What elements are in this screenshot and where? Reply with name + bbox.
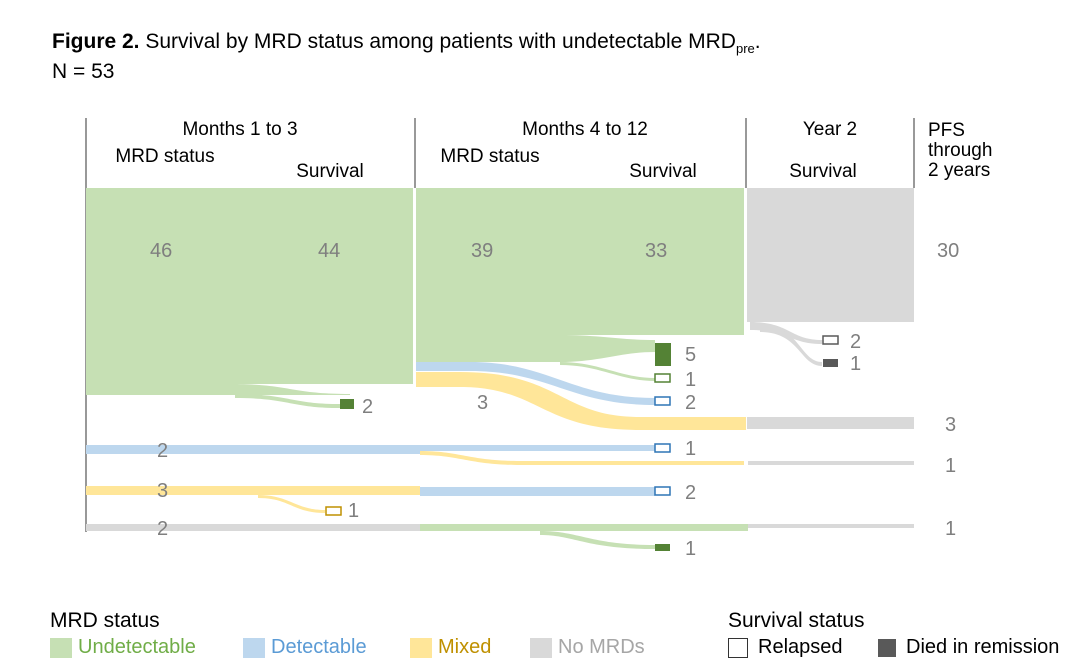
- label-s1-died-2: 2: [362, 396, 373, 418]
- marker-died-y2: [823, 359, 838, 367]
- legend-survival-title: Survival status: [728, 609, 865, 632]
- header-months-1-3: Months 1 to 3: [182, 119, 298, 140]
- header-mrd-status-2: MRD status: [440, 146, 540, 167]
- marker-relapsed-2a: [654, 396, 671, 406]
- label-m2-undetectable: 39: [471, 240, 493, 262]
- label-s2-relapsed-1b: 1: [685, 438, 696, 460]
- label-m1-mixed: 3: [157, 480, 168, 502]
- flow-detectable-m2: [416, 362, 655, 405]
- legend-undetectable-swatch: [50, 637, 72, 658]
- marker-relapsed-y2: [822, 335, 839, 345]
- header-survival-1: Survival: [296, 161, 364, 182]
- label-s2-undetectable: 33: [645, 240, 667, 262]
- block-no-mrds-pfs3: [747, 417, 914, 429]
- marker-relapsed-1c: [325, 506, 342, 516]
- marker-relapsed-1a: [654, 373, 671, 383]
- row-undetectable-m2b: [420, 524, 748, 531]
- label-s2-died-1: 1: [685, 538, 696, 560]
- legend-died-label: Died in remission: [906, 636, 1060, 658]
- label-s1-relapsed-1: 1: [348, 500, 359, 522]
- header-months-4-12: Months 4 to 12: [522, 119, 648, 140]
- header-mrd-status-1: MRD status: [115, 146, 215, 167]
- block-undetectable-m2: [416, 188, 744, 335]
- block-undetectable-m1: [86, 188, 413, 384]
- legend-died-swatch: [878, 638, 896, 657]
- legend-detectable-swatch: [243, 637, 265, 658]
- block-undetectable-m2-tail: [416, 335, 655, 362]
- label-pfs-1b: 1: [945, 518, 956, 540]
- row-no-mrds-m1: [86, 524, 420, 531]
- legend-relapsed-label: Relapsed: [758, 636, 843, 658]
- marker-died-1: [655, 544, 670, 551]
- label-pfs-1a: 1: [945, 455, 956, 477]
- legend-mixed-label: Mixed: [438, 636, 492, 658]
- legend-mrd-title: MRD status: [50, 609, 160, 632]
- label-m2-mixed-3: 3: [477, 392, 488, 414]
- label-m1-undetectable: 46: [150, 240, 172, 262]
- row-no-mrds-pfs1a: [748, 461, 914, 465]
- legend-died: Died in remission: [878, 636, 1059, 659]
- legend-undetectable: Undetectable: [50, 636, 196, 659]
- legend-undetectable-label: Undetectable: [78, 636, 196, 658]
- marker-relapsed-2b: [654, 486, 671, 496]
- block-no-mrds-y2: [747, 188, 914, 322]
- legend-no-mrds-label: No MRDs: [558, 636, 645, 658]
- header-survival-2: Survival: [629, 161, 697, 182]
- flow-undetectable-died-2: [235, 394, 340, 408]
- label-s2-relapsed-2: 2: [685, 392, 696, 414]
- header-year-2: Year 2: [802, 119, 858, 140]
- label-y2-died: 1: [850, 353, 861, 375]
- row-detectable-m2: [420, 445, 655, 451]
- legend-no-mrds-swatch: [530, 637, 552, 658]
- figure-title-bold: Figure 2.: [52, 30, 140, 53]
- flow-y2-died: [760, 325, 822, 366]
- label-y2-relapsed: 2: [850, 331, 861, 353]
- legend-relapsed: Relapsed: [728, 636, 843, 659]
- header-survival-3: Survival: [789, 161, 857, 182]
- label-s1-undetectable: 44: [318, 240, 340, 262]
- legend-detectable-label: Detectable: [271, 636, 367, 658]
- legend-no-mrds: No MRDs: [530, 636, 645, 659]
- row-mixed-m2: [420, 487, 655, 496]
- label-m1-no-mrds: 2: [157, 518, 168, 540]
- figure-subtitle: N = 53: [52, 60, 115, 83]
- legend-relapsed-swatch: [728, 637, 748, 658]
- legend-mixed: Mixed: [410, 636, 491, 659]
- figure-title-text: Survival by MRD status among patients wi…: [145, 30, 736, 53]
- marker-died-2: [340, 399, 354, 409]
- row-no-mrds-pfs1b: [748, 524, 914, 528]
- legend-detectable: Detectable: [243, 636, 367, 659]
- label-pfs-main: 30: [937, 240, 959, 262]
- flow-undetectable-relapsed-1: [560, 362, 655, 381]
- marker-relapsed-1b: [654, 443, 671, 453]
- label-m1-detectable: 2: [157, 440, 168, 462]
- figure-title-end: .: [754, 30, 761, 53]
- row-mixed-m1: [86, 486, 420, 495]
- row-detectable-m1: [86, 445, 420, 454]
- figure-title-sub: pre: [735, 41, 755, 57]
- label-s2-relapsed-2b: 2: [685, 482, 696, 504]
- label-s2-died-5: 5: [685, 344, 696, 366]
- label-s2-relapsed-1: 1: [685, 369, 696, 391]
- block-undetectable-m1-tail: [86, 384, 350, 395]
- header-pfs: PFS through 2 years: [928, 120, 993, 181]
- flow-undetectable-died-1: [540, 531, 655, 549]
- legend-mixed-swatch: [410, 637, 432, 658]
- flow-mixed-relapsed: [258, 495, 325, 513]
- figure-title: Figure 2. Survival by MRD status among p…: [52, 30, 761, 56]
- marker-died-5: [655, 343, 671, 366]
- flow-detectable-to-mixed: [420, 451, 744, 465]
- flow-mixed-m2: [416, 372, 746, 430]
- label-pfs-3: 3: [945, 414, 956, 436]
